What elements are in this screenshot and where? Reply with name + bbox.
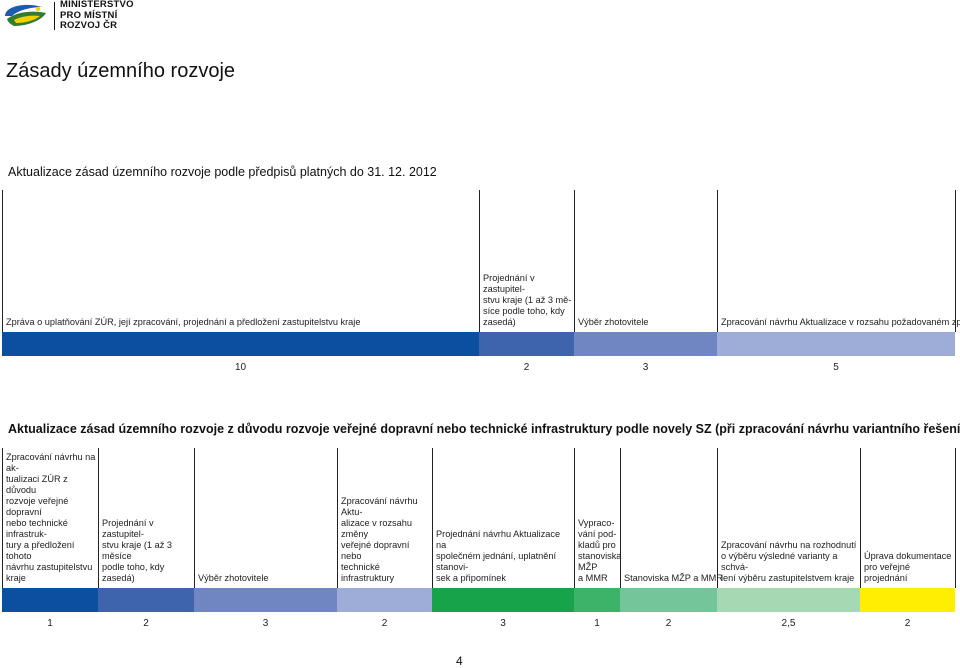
section2-step-divider: [620, 448, 621, 588]
section2-step-label: Zpracování návrhu na ak- tualizaci ZÚR z…: [6, 452, 96, 583]
section2-step-divider: [717, 448, 718, 588]
section2-step-label: Výběr zhotovitele: [198, 573, 269, 583]
section2-step-duration: 2,5: [781, 618, 796, 629]
section2-step-label: Úprava dokumentace pro veřejné projednán…: [864, 551, 952, 583]
section2-step-divider: [432, 448, 433, 588]
section1-step-duration: 10: [234, 362, 247, 373]
section2-step-divider: [98, 448, 99, 588]
section2-step-divider: [2, 448, 3, 588]
section2-step-duration: 2: [665, 618, 672, 629]
section1-step-label: Projednání v zastupitel- stvu kraje (1 a…: [483, 273, 572, 327]
section2-step-divider: [955, 448, 956, 588]
ministry-name-line-1: MINISTERSTVO: [60, 0, 134, 10]
section2-step-label: Zpracování návrhu Aktu- alizace v rozsah…: [341, 496, 418, 583]
section1-step-bar: [479, 332, 574, 356]
ministry-logo-icon: [5, 4, 46, 26]
section2-step-divider: [194, 448, 195, 588]
section2-step-bar: [2, 588, 98, 612]
section2-step-duration: 3: [262, 618, 269, 629]
section2-step-duration: 3: [500, 618, 506, 629]
section1-step-duration: 2: [523, 362, 530, 373]
section2-step-label: Vypraco- vání pod- kladů pro stanoviska …: [578, 518, 622, 583]
section1-step-label: Výběr zhotovitele: [578, 317, 649, 327]
section1-step-label: Zpráva o uplatňování ZÚR, její zpracován…: [6, 317, 361, 327]
section2-step-bar: [574, 588, 620, 612]
ministry-name-line-2: PRO MÍSTNÍ: [60, 9, 118, 21]
section2-step-bar: [620, 588, 717, 612]
section2-step-duration: 2: [143, 618, 149, 629]
section2-step-label: Projednání v zastupitel- stvu kraje (1 a…: [102, 518, 172, 583]
section2-step-label: Stanoviska MŽP a MMR: [624, 573, 723, 583]
section1-step-divider: [479, 190, 480, 332]
section2-step-bar: [337, 588, 432, 612]
section2-step-bar: [98, 588, 194, 612]
section1-step-bar: [574, 332, 717, 356]
section1-step-duration: 3: [642, 362, 649, 373]
section1-title: Aktualizace zásad územního rozvoje podle…: [8, 165, 437, 179]
section1-step-bar: [717, 332, 955, 356]
document-title: Zásady územního rozvoje: [6, 60, 236, 82]
section2-step-duration: 2: [381, 618, 388, 629]
section1-step-bar: [2, 332, 479, 356]
section2-step-bar: [717, 588, 860, 612]
section1-step-divider: [717, 190, 718, 332]
section2-step-label: Projednání návrhu Aktualizace na společn…: [436, 529, 561, 583]
section2-step-divider: [574, 448, 575, 588]
section1-step-divider: [955, 190, 956, 332]
section1-step-duration: 5: [833, 362, 839, 373]
section2-step-label: Zpracování návrhu na rozhodnutí o výběru…: [721, 540, 857, 583]
section2-step-duration: 1: [594, 618, 600, 629]
section1-step-divider: [574, 190, 575, 332]
section2-step-bar: [432, 588, 574, 612]
section1-step-label: Zpracování návrhu Aktualizace v rozsahu …: [721, 317, 960, 327]
section2-step-bar: [194, 588, 337, 612]
section2-title: Aktualizace zásad územního rozvoje z dův…: [8, 422, 960, 436]
section2-step-duration: 2: [904, 618, 911, 629]
section2-step-divider: [337, 448, 338, 588]
section2-step-divider: [860, 448, 861, 588]
section2-step-bar: [860, 588, 955, 612]
logo-divider: [54, 2, 55, 30]
page-number: 4: [456, 654, 463, 668]
section1-step-divider: [2, 190, 3, 332]
section2-step-duration: 1: [47, 618, 53, 629]
ministry-name-line-3: ROZVOJ ČR: [60, 20, 118, 31]
ministry-name: MINISTERSTVO PRO MÍSTNÍ ROZVOJ ČR: [60, 0, 134, 32]
